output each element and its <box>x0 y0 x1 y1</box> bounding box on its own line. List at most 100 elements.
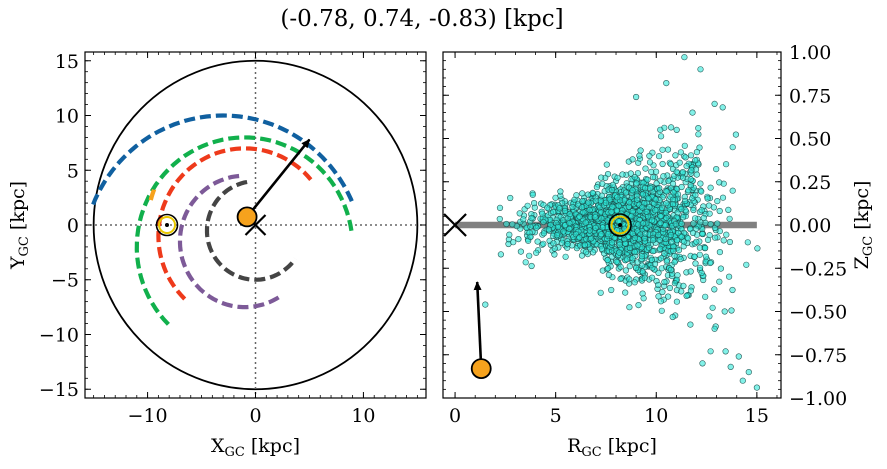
star-point <box>745 369 752 376</box>
star-point <box>693 171 700 178</box>
star-point <box>697 66 704 73</box>
star-point <box>527 223 534 230</box>
star-point <box>727 363 734 371</box>
rz-ytick-label: −0.50 <box>789 302 847 324</box>
star-point <box>647 185 654 192</box>
star-point <box>562 253 569 260</box>
rz-xtick-label: 0 <box>449 405 461 427</box>
star-point <box>684 235 692 242</box>
star-point <box>622 267 630 274</box>
star-point <box>681 197 689 205</box>
star-point <box>704 195 711 202</box>
star-point <box>687 152 695 159</box>
star-point <box>515 236 522 243</box>
star-point <box>671 259 678 266</box>
star-point <box>657 133 665 140</box>
star-point <box>528 215 535 222</box>
star-point <box>604 265 612 272</box>
star-point <box>687 176 694 183</box>
star-point <box>744 239 751 246</box>
boundary-circle <box>92 59 419 391</box>
star-point <box>710 204 718 211</box>
star-point <box>631 234 639 242</box>
star-point <box>706 210 713 217</box>
star-point <box>657 219 664 227</box>
star-point <box>540 240 547 247</box>
star-point <box>533 249 540 256</box>
star-point <box>578 204 586 211</box>
star-point <box>652 207 659 214</box>
star-point <box>689 109 696 116</box>
star-point <box>679 214 687 221</box>
star-point <box>605 271 613 279</box>
xy-ytick-label: 10 <box>55 106 79 128</box>
sun-symbol-dot <box>165 223 170 227</box>
star-point <box>507 194 514 202</box>
star-point <box>639 220 647 227</box>
star-point <box>641 185 649 192</box>
rz-xtick-label: 15 <box>745 405 769 427</box>
figure-title: (-0.78, 0.74, -0.83) [kpc] <box>280 6 563 32</box>
star-point <box>642 230 649 237</box>
star-point <box>673 126 680 133</box>
star-point <box>585 199 592 206</box>
star-point <box>716 179 723 186</box>
star-point <box>639 191 646 198</box>
star-point <box>582 219 589 226</box>
star-point <box>699 360 706 367</box>
star-point <box>539 210 546 217</box>
star-point <box>509 221 516 228</box>
star-point <box>526 252 533 259</box>
star-point <box>652 168 660 175</box>
star-point <box>667 266 675 274</box>
star-point <box>617 263 624 271</box>
star-point <box>645 244 653 251</box>
star-point <box>722 348 729 355</box>
star-point <box>695 131 702 138</box>
star-point <box>669 180 677 187</box>
star-point <box>702 293 709 300</box>
star-point <box>661 278 668 286</box>
xy-ytick-label: −10 <box>39 324 79 346</box>
star-point <box>496 204 504 211</box>
star-point <box>690 220 697 227</box>
velocity-arrow <box>246 138 311 218</box>
rz-ytick-label: 0.00 <box>789 215 831 237</box>
star-point <box>719 104 726 111</box>
star-point <box>649 174 657 181</box>
star-point <box>663 258 670 265</box>
star-point <box>550 240 557 247</box>
star-point <box>754 245 761 252</box>
star-point <box>678 220 685 227</box>
star-point <box>685 187 692 194</box>
star-point <box>561 207 569 215</box>
star-point <box>582 249 590 256</box>
star-point <box>613 258 620 266</box>
star-point <box>496 215 503 223</box>
star-point <box>687 268 694 275</box>
spiral-arm-orange <box>148 188 157 204</box>
star-point <box>664 293 672 300</box>
star-point <box>711 325 718 332</box>
star-point <box>608 208 615 215</box>
object-marker <box>236 206 258 228</box>
star-point <box>551 245 558 252</box>
star-point <box>615 202 622 209</box>
star-point <box>626 199 633 206</box>
star-point <box>602 199 610 206</box>
star-point <box>497 251 505 258</box>
star-point <box>696 251 703 258</box>
star-point <box>689 229 697 236</box>
star-point <box>656 185 663 192</box>
star-point <box>648 217 656 224</box>
star-point <box>679 169 686 176</box>
xy-panel: −10 0 10 −15 −10 −5 0 5 10 15 XGC [kpc] YGC [kpc] <box>7 51 427 460</box>
star-point <box>677 149 685 156</box>
star-point <box>592 214 599 221</box>
spiral-arm-gray <box>204 179 297 282</box>
star-point <box>726 238 734 246</box>
star-point <box>597 197 604 204</box>
star-point <box>619 171 626 178</box>
star-point <box>696 264 704 272</box>
star-point <box>725 273 733 280</box>
